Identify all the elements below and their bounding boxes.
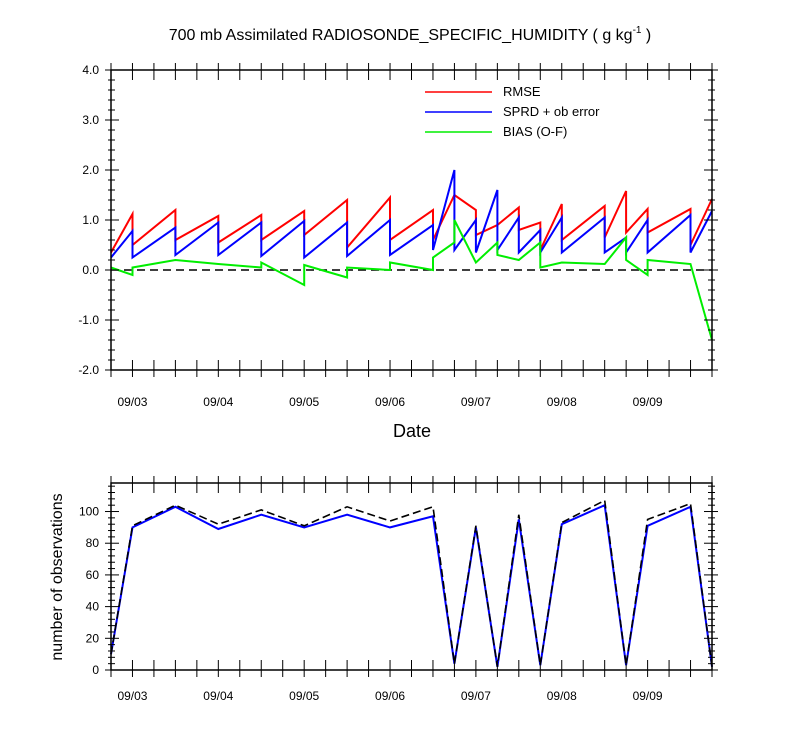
legend-label-rmse: RMSE xyxy=(503,84,541,99)
top-xtick-label: 09/07 xyxy=(461,395,491,409)
bottom-plot-panel: 0 20 40 60 80 100 09/03 09/04 09/05 09/06 09/07 09… xyxy=(79,476,718,703)
bottom-xtick-label: 09/07 xyxy=(461,689,491,703)
top-ytick-label: 1.0 xyxy=(82,213,99,227)
bottom-ytick-label: 100 xyxy=(79,505,99,519)
chart-title-superscript: -1 xyxy=(633,25,642,36)
legend-label-sprd: SPRD + ob error xyxy=(503,104,600,119)
y-axis-label-observations: number of observations xyxy=(49,493,66,660)
top-xtick-label: 09/08 xyxy=(547,395,577,409)
top-ytick-label: 2.0 xyxy=(82,163,99,177)
top-xtick-label: 09/06 xyxy=(375,395,405,409)
top-series-bias-o-f xyxy=(110,219,713,341)
top-ytick-label: -2.0 xyxy=(78,363,99,377)
x-axis-label: Date xyxy=(393,421,431,441)
bottom-xtick-label: 09/06 xyxy=(375,689,405,703)
top-xtick-label: 09/03 xyxy=(117,395,147,409)
bottom-ytick-label: 80 xyxy=(86,536,100,550)
chart-title: 700 mb Assimilated RADIOSONDE_SPECIFIC_H… xyxy=(169,25,652,44)
top-plot-frame xyxy=(110,69,713,371)
chart-title-main: 700 mb Assimilated RADIOSONDE_SPECIFIC_H… xyxy=(169,27,633,44)
legend: RMSE SPRD + ob error BIAS (O-F) xyxy=(425,84,600,139)
bottom-xtick-label: 09/05 xyxy=(289,689,319,703)
bottom-xtick-label: 09/04 xyxy=(203,689,233,703)
chart-title-end: ) xyxy=(641,27,651,44)
top-plot-panel: -2.0 -1.0 0.0 1.0 2.0 3.0 4.0 09/03 09/04 09/05 0… xyxy=(78,63,718,409)
top-ytick-label: 4.0 xyxy=(82,63,99,77)
bottom-series-possible xyxy=(110,499,713,667)
top-xtick-label: 09/04 xyxy=(203,395,233,409)
top-ytick-label: 3.0 xyxy=(82,113,99,127)
top-xtick-label: 09/05 xyxy=(289,395,319,409)
bottom-series-assimilated xyxy=(110,503,713,667)
top-xtick-label: 09/09 xyxy=(633,395,663,409)
bottom-plot-frame xyxy=(110,482,713,671)
bottom-ytick-label: 20 xyxy=(86,631,100,645)
bottom-ytick-label: 0 xyxy=(92,663,99,677)
bottom-xtick-label: 09/03 xyxy=(117,689,147,703)
bottom-ytick-label: 40 xyxy=(86,600,100,614)
legend-label-bias: BIAS (O-F) xyxy=(503,124,567,139)
top-ytick-label: 0.0 xyxy=(82,263,99,277)
bottom-xtick-label: 09/09 xyxy=(633,689,663,703)
top-series-sprd-ob-error xyxy=(110,169,713,260)
bottom-xtick-label: 09/08 xyxy=(547,689,577,703)
top-ytick-label: -1.0 xyxy=(78,313,99,327)
bottom-ytick-label: 60 xyxy=(86,568,100,582)
